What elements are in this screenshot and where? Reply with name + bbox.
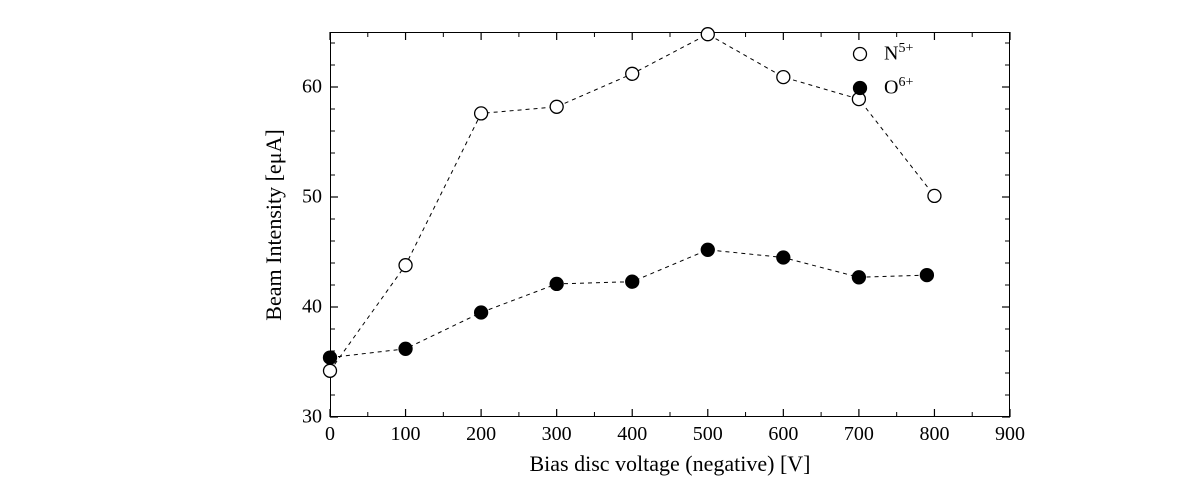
legend-label-O6+: O6+ (884, 75, 913, 100)
y-axis-label: Beam Intensity [eμA] (261, 129, 287, 320)
legend-marker-O6+ (854, 82, 867, 95)
series-marker-O6+ (920, 269, 933, 282)
series-marker-N5+ (550, 100, 563, 113)
x-tick-label: 800 (919, 423, 949, 446)
series-marker-N5+ (475, 107, 488, 120)
y-tick-label: 50 (302, 186, 322, 209)
series-marker-O6+ (777, 251, 790, 264)
series-marker-N5+ (928, 189, 941, 202)
series-marker-O6+ (852, 271, 865, 284)
x-tick-label: 0 (325, 423, 335, 446)
series-marker-N5+ (399, 259, 412, 272)
x-tick-label: 300 (542, 423, 572, 446)
series-marker-N5+ (777, 71, 790, 84)
series-marker-N5+ (701, 28, 714, 41)
series-marker-O6+ (475, 306, 488, 319)
x-tick-label: 900 (995, 423, 1025, 446)
series-marker-O6+ (626, 275, 639, 288)
series-marker-O6+ (399, 342, 412, 355)
legend-label-N5+: N5+ (884, 41, 913, 66)
series-marker-O6+ (701, 243, 714, 256)
series-marker-N5+ (324, 364, 337, 377)
x-tick-label: 700 (844, 423, 874, 446)
x-tick-label: 200 (466, 423, 496, 446)
series-line-N5+ (330, 34, 934, 371)
series-marker-O6+ (550, 277, 563, 290)
x-axis-label: Bias disc voltage (negative) [V] (529, 451, 810, 477)
series-marker-O6+ (324, 351, 337, 364)
series-marker-N5+ (626, 67, 639, 80)
x-tick-label: 600 (768, 423, 798, 446)
x-tick-label: 400 (617, 423, 647, 446)
legend-marker-N5+ (854, 48, 867, 61)
y-tick-label: 30 (302, 406, 322, 429)
x-tick-label: 100 (391, 423, 421, 446)
chart-container: Bias disc voltage (negative) [V] Beam In… (0, 0, 1190, 503)
series-line-O6+ (330, 250, 927, 358)
y-tick-label: 40 (302, 296, 322, 319)
y-tick-label: 60 (302, 76, 322, 99)
x-tick-label: 500 (693, 423, 723, 446)
